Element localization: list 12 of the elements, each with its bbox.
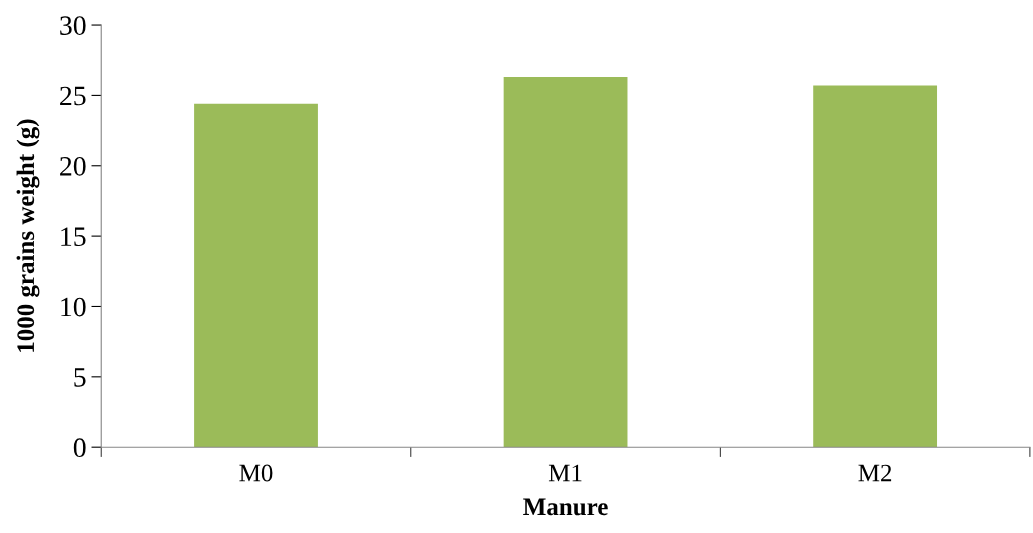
x-tick-label: M1	[548, 464, 582, 482]
x-tick-label: M0	[239, 464, 273, 482]
y-tick-label: 5	[74, 368, 86, 387]
y-tick-label: 0	[73, 438, 86, 458]
x-tick-label: M2	[858, 464, 892, 482]
y-tick-label: 30	[60, 16, 86, 35]
y-tick-label: 15	[61, 227, 86, 247]
y-axis-title: 1000 grains weight (g)	[16, 119, 40, 352]
y-tick-label: 10	[61, 297, 86, 317]
y-tick-label: 25	[60, 86, 86, 106]
x-axis-title: Manure	[523, 498, 608, 516]
y-tick-label: 20	[60, 156, 86, 176]
